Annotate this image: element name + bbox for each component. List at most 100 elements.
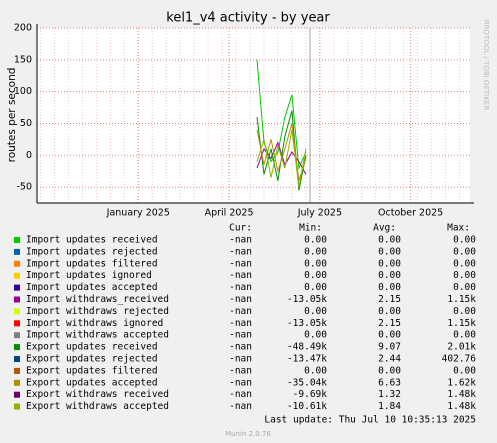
legend-min: 0.00 [304, 235, 327, 246]
legend-avg: 0.00 [378, 235, 401, 246]
legend-cur: -nan [229, 389, 252, 400]
legend-max: 0.00 [453, 330, 476, 341]
last-update: Last update: Thu Jul 10 10:35:13 2025 [264, 415, 476, 426]
legend-label: Import withdraws ignored [26, 318, 163, 329]
series-line [256, 129, 307, 188]
legend-avg: 2.15 [378, 318, 401, 329]
x-tick-label: October 2025 [378, 208, 443, 219]
legend-min: 0.00 [304, 270, 327, 281]
plot-area [37, 28, 470, 203]
legend-swatch [14, 391, 20, 398]
legend-avg: 2.44 [378, 354, 401, 365]
legend-min: 0.00 [304, 306, 327, 317]
legend-cur: -nan [229, 294, 252, 305]
legend-max: 0.00 [453, 258, 476, 269]
legend-max: 1.48k [447, 389, 476, 400]
series-line [256, 123, 307, 181]
legend-max: 2.01k [447, 342, 476, 353]
grid [37, 27, 470, 203]
legend-min: -13.47k [287, 354, 327, 365]
legend-label: Export updates accepted [26, 377, 158, 388]
legend-cur: -nan [229, 377, 252, 388]
legend-swatch [14, 308, 20, 315]
legend-label: Import updates ignored [26, 270, 152, 281]
legend-min: -13.05k [287, 318, 327, 329]
legend-label: Export updates rejected [26, 354, 158, 365]
legend-cur: -nan [229, 401, 252, 412]
header-max: Max: [447, 223, 470, 234]
legend-avg: 0.00 [378, 282, 401, 293]
legend-max: 1.15k [447, 318, 476, 329]
legend-swatch [14, 367, 20, 374]
legend-label: Export withdraws received [26, 389, 169, 400]
legend-min: -10.61k [287, 401, 327, 412]
legend-label: Import withdraws_received [26, 294, 169, 305]
legend-cur: -nan [229, 365, 252, 376]
legend-avg: 1.84 [378, 401, 401, 412]
legend-min: 0.00 [304, 258, 327, 269]
legend-swatch [14, 379, 20, 386]
y-tick-label: -50 [16, 182, 32, 193]
legend-max: 0.00 [453, 246, 476, 257]
y-tick-label: 150 [14, 54, 32, 65]
y-tick-label: 50 [20, 118, 32, 129]
x-tick-label: July 2025 [297, 208, 342, 219]
y-tick-label: 0 [26, 150, 32, 161]
legend-cur: -nan [229, 258, 252, 269]
legend-cur: -nan [229, 342, 252, 353]
legend-cur: -nan [229, 306, 252, 317]
legend-swatch [14, 248, 20, 255]
legend-max: 0.00 [453, 282, 476, 293]
legend-avg: 0.00 [378, 365, 401, 376]
legend-swatch [14, 272, 20, 279]
legend-avg: 0.00 [378, 258, 401, 269]
legend-cur: -nan [229, 235, 252, 246]
y-axis-label: routes per second [6, 68, 18, 163]
header-avg: Avg: [373, 223, 396, 234]
legend-label: Import withdraws rejected [26, 306, 169, 317]
series-line [256, 141, 307, 175]
header-cur: Cur: [229, 223, 252, 234]
legend-cur: -nan [229, 270, 252, 281]
legend-label: Import updates filtered [26, 258, 158, 269]
legend-avg: 0.00 [378, 270, 401, 281]
x-tick-label: April 2025 [205, 208, 254, 219]
legend-swatch [14, 344, 20, 351]
legend-max: 1.48k [447, 401, 476, 412]
legend-cur: -nan [229, 330, 252, 341]
legend-max: 1.15k [447, 294, 476, 305]
legend-avg: 0.00 [378, 246, 401, 257]
legend-max: 402.76 [442, 354, 477, 365]
legend-max: 1.62k [447, 377, 476, 388]
legend-cur: -nan [229, 246, 252, 257]
legend-cur: -nan [229, 318, 252, 329]
legend-swatch [14, 320, 20, 327]
lines [256, 59, 307, 191]
legend-label: Export updates filtered [26, 365, 158, 376]
legend-min: -13.05k [287, 294, 327, 305]
legend-min: -48.49k [287, 342, 327, 353]
footer: Munin 2.0.76 [225, 430, 271, 438]
legend-avg: 1.32 [378, 389, 401, 400]
legend-swatch [14, 296, 20, 303]
legend-swatch [14, 260, 20, 267]
legend-max: 0.00 [453, 306, 476, 317]
legend-avg: 9.07 [378, 342, 401, 353]
legend-cur: -nan [229, 282, 252, 293]
x-tick-label: January 2025 [106, 208, 170, 219]
legend-max: 0.00 [453, 365, 476, 376]
legend-min: -35.04k [287, 377, 327, 388]
legend-max: 0.00 [453, 235, 476, 246]
legend-min: 0.00 [304, 246, 327, 257]
legend-label: Import updates rejected [26, 246, 158, 257]
legend-cur: -nan [229, 354, 252, 365]
legend-swatch [14, 332, 20, 339]
y-tick-label: 200 [14, 23, 32, 34]
legend-swatch [14, 237, 20, 243]
legend-avg: 0.00 [378, 306, 401, 317]
legend-label: Import withdraws accepted [26, 330, 169, 341]
legend-min: 0.00 [304, 282, 327, 293]
side-text: RRDTOOL / TOBI OETIKER [482, 20, 490, 110]
legend-label: Import updates accepted [26, 282, 158, 293]
